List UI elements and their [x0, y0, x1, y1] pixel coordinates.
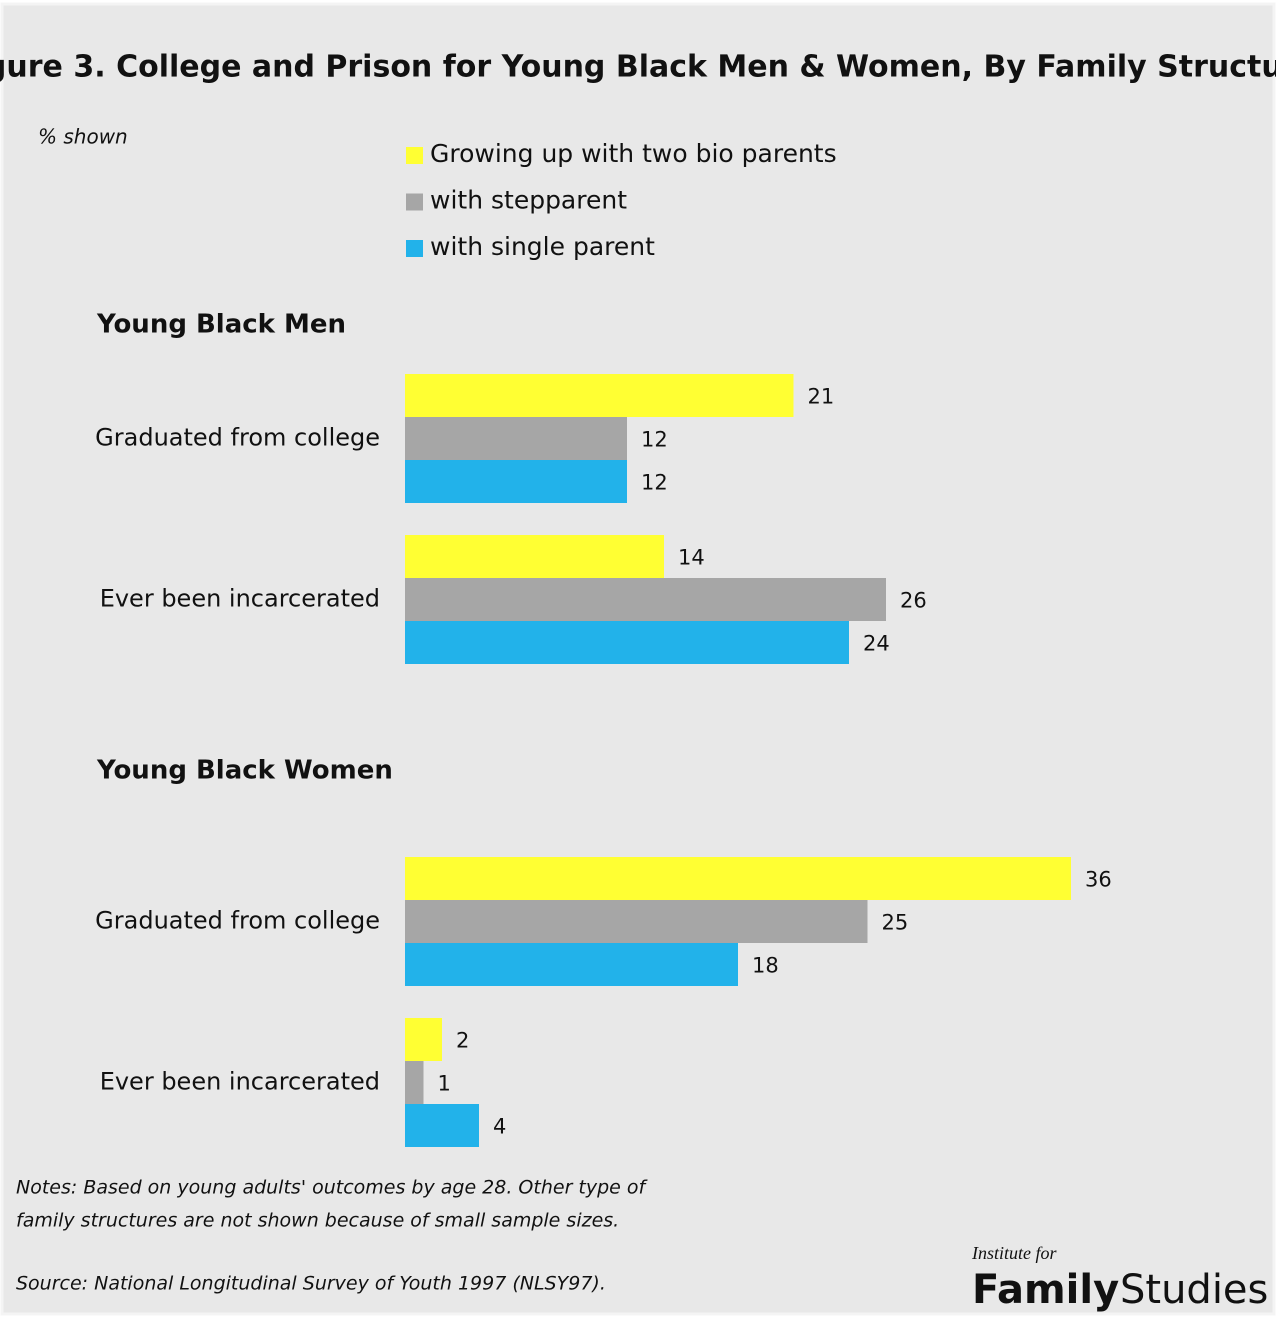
bar: [405, 578, 886, 621]
bar: [405, 417, 627, 460]
bar: [405, 460, 627, 503]
value-label: 1: [438, 1072, 451, 1096]
value-label: 12: [641, 471, 668, 495]
bar: [405, 857, 1071, 900]
bar: [405, 374, 794, 417]
panel-title: Young Black Women: [96, 756, 393, 786]
logo-bold: Family: [972, 1267, 1119, 1313]
value-label: 2: [456, 1029, 469, 1053]
bar: [405, 621, 849, 664]
legend-swatch: [406, 147, 423, 164]
value-label: 18: [752, 954, 779, 978]
value-label: 24: [863, 632, 890, 656]
bar: [405, 1104, 479, 1147]
category-label: Ever been incarcerated: [100, 1068, 380, 1096]
legend-label: with stepparent: [430, 186, 627, 215]
bar: [405, 900, 868, 943]
logo-top: Institute for: [971, 1243, 1057, 1263]
legend-label: with single parent: [430, 232, 655, 261]
legend-label: Growing up with two bio parents: [430, 139, 837, 168]
value-label: 25: [882, 911, 909, 935]
value-label: 4: [493, 1115, 506, 1139]
value-label: 26: [900, 589, 927, 613]
value-label: 14: [678, 546, 705, 570]
value-label: 36: [1085, 868, 1112, 892]
bar: [405, 535, 664, 578]
chart-title: Figure 3. College and Prison for Young B…: [0, 50, 1276, 85]
category-label: Graduated from college: [95, 907, 380, 935]
bar: [405, 1061, 424, 1104]
note: Notes: Based on young adults' outcomes b…: [16, 1177, 649, 1199]
bar: [405, 943, 738, 986]
panel-title: Young Black Men: [96, 310, 346, 340]
logo-light: Studies: [1120, 1267, 1268, 1313]
subtitle: % shown: [38, 125, 128, 149]
note: family structures are not shown because …: [16, 1210, 619, 1232]
category-label: Ever been incarcerated: [100, 585, 380, 613]
source: Source: National Longitudinal Survey of …: [16, 1273, 606, 1295]
bar: [405, 1018, 442, 1061]
legend-swatch: [406, 193, 423, 211]
value-label: 21: [808, 385, 835, 409]
category-label: Graduated from college: [95, 424, 380, 452]
legend-swatch: [406, 240, 423, 257]
value-label: 12: [641, 428, 668, 452]
